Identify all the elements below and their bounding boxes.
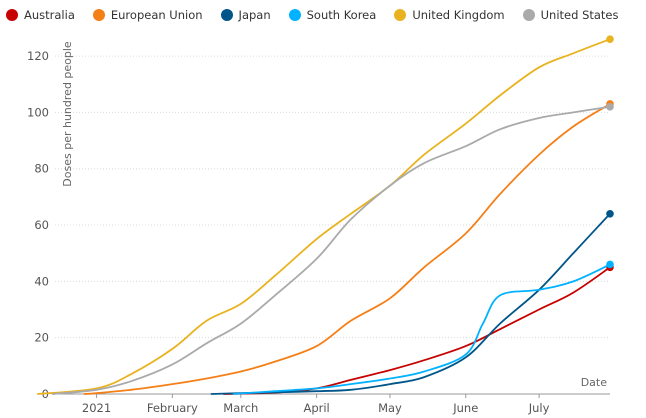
y-tick-label-60: 60 <box>34 218 49 232</box>
series-line-south-korea <box>232 263 611 395</box>
chart-legend: Australia European Union Japan South Kor… <box>6 8 637 22</box>
legend-item-south-korea: South Korea <box>288 8 377 22</box>
series-endpoint-united-states <box>606 102 614 111</box>
legend-swatch-european-union <box>92 9 105 21</box>
y-tick-label-40: 40 <box>34 274 49 288</box>
legend-item-japan: Japan <box>220 8 271 22</box>
series-endpoint-united-kingdom <box>606 35 614 43</box>
legend-label-japan: Japan <box>238 8 271 22</box>
series-line-united-states <box>51 105 611 395</box>
y-tick-label-120: 120 <box>27 49 49 63</box>
legend-item-united-kingdom: United Kingdom <box>394 8 505 22</box>
legend-label-united-kingdom: United Kingdom <box>412 8 505 22</box>
y-tick-label-20: 20 <box>34 331 49 345</box>
legend-item-australia: Australia <box>6 8 75 22</box>
legend-swatch-united-states <box>522 9 535 21</box>
series-endpoint-south-korea <box>606 260 614 269</box>
legend-item-united-states: United States <box>522 8 619 22</box>
series-line-united-kingdom <box>37 38 611 395</box>
x-tick-label-may: May <box>378 401 402 415</box>
legend-item-european-union: European Union <box>92 8 203 22</box>
legend-swatch-united-kingdom <box>394 9 407 21</box>
x-tick-labels: 2021 February March April May June July <box>82 394 550 415</box>
y-tick-label-80: 80 <box>34 162 49 176</box>
x-tick-label-july: July <box>528 401 550 415</box>
series-endpoint-japan <box>606 209 614 218</box>
x-axis-label: Date <box>581 376 608 389</box>
x-tick-label-march: March <box>223 401 258 415</box>
legend-label-australia: Australia <box>24 8 75 22</box>
y-tick-label-100: 100 <box>27 105 49 119</box>
legend-label-european-union: European Union <box>110 8 203 22</box>
x-tick-label-april: April <box>303 401 329 415</box>
legend-label-united-states: United States <box>540 8 619 22</box>
legend-swatch-australia <box>6 9 18 21</box>
legend-swatch-south-korea <box>288 9 301 21</box>
x-tick-label-february: February <box>147 401 198 415</box>
legend-swatch-japan <box>220 9 233 21</box>
series-lines <box>37 35 614 395</box>
series-line-japan <box>210 212 611 395</box>
legend-label-south-korea: South Korea <box>306 8 377 22</box>
x-tick-label-2021: 2021 <box>82 401 111 415</box>
series-line-european-union <box>83 103 611 395</box>
y-gridlines <box>55 55 610 339</box>
x-tick-label-june: June <box>452 401 478 415</box>
y-axis-label: Doses per hundred people <box>61 41 74 187</box>
